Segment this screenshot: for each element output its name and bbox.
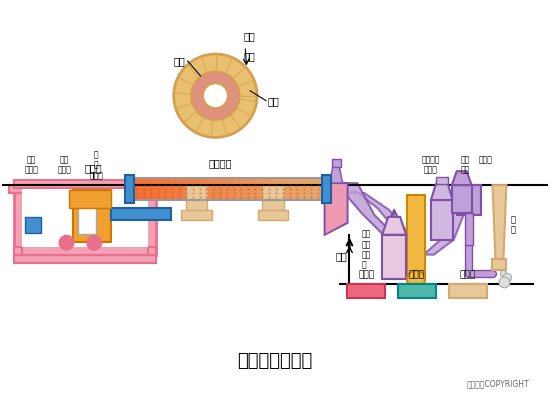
Bar — [73, 190, 111, 242]
Bar — [260, 178, 267, 200]
Polygon shape — [329, 167, 343, 183]
Bar — [279, 178, 287, 200]
Circle shape — [174, 54, 257, 138]
Bar — [163, 178, 170, 200]
Text: 灰渣
输送机: 灰渣 输送机 — [25, 155, 39, 175]
Text: 炉壳: 炉壳 — [243, 31, 255, 41]
Bar — [208, 178, 216, 200]
Circle shape — [499, 277, 510, 288]
Text: 二次旋流
分离机: 二次旋流 分离机 — [422, 155, 440, 175]
Bar — [215, 178, 222, 200]
Text: 炉膛: 炉膛 — [243, 51, 255, 61]
Bar — [125, 175, 134, 203]
Bar — [449, 284, 487, 298]
Bar — [267, 178, 274, 200]
Bar — [262, 185, 284, 213]
Bar — [14, 247, 22, 255]
Text: 二次
鼓风机: 二次 鼓风机 — [58, 155, 72, 175]
Bar — [348, 284, 385, 298]
Circle shape — [59, 236, 73, 250]
Text: 燃烧器: 燃烧器 — [85, 163, 102, 173]
Bar — [138, 178, 145, 200]
Circle shape — [503, 273, 512, 282]
Bar — [312, 178, 319, 200]
Bar — [69, 190, 111, 208]
Text: 一次
旋流
分离
机: 一次 旋流 分离 机 — [362, 230, 371, 270]
Bar — [79, 199, 96, 234]
Text: 浓缩池: 浓缩池 — [409, 270, 425, 279]
Text: 压缩机: 压缩机 — [358, 270, 375, 279]
Bar — [492, 258, 507, 270]
Bar — [180, 210, 212, 220]
Text: 二
次
鼓风机: 二 次 鼓风机 — [89, 150, 103, 180]
Circle shape — [407, 270, 425, 288]
Bar — [131, 178, 139, 200]
Bar — [286, 178, 293, 200]
Polygon shape — [431, 184, 453, 200]
Text: 焚烧
灰仓: 焚烧 灰仓 — [461, 155, 470, 175]
Bar — [221, 178, 229, 200]
Bar — [189, 178, 196, 200]
Bar — [157, 178, 164, 200]
Bar — [111, 208, 170, 220]
Bar — [452, 185, 471, 213]
Bar — [25, 217, 41, 233]
Bar — [382, 235, 406, 280]
Text: 炒板: 炒板 — [174, 56, 186, 66]
Polygon shape — [324, 183, 348, 235]
Bar — [14, 255, 156, 262]
Text: 传动装置: 传动装置 — [208, 158, 232, 168]
Text: 逆流回转焚烧炉: 逆流回转焚烧炉 — [238, 352, 312, 370]
Bar — [234, 178, 242, 200]
Bar — [305, 178, 313, 200]
Polygon shape — [344, 183, 424, 274]
Bar — [196, 178, 203, 200]
Circle shape — [203, 83, 228, 108]
Bar — [332, 159, 340, 167]
Bar — [144, 178, 151, 200]
Bar — [22, 180, 148, 247]
Bar — [228, 178, 235, 200]
Polygon shape — [492, 185, 507, 260]
Bar — [299, 178, 306, 200]
Text: 泥饼: 泥饼 — [336, 252, 348, 262]
Bar — [202, 178, 210, 200]
Bar — [456, 185, 481, 215]
Bar — [9, 185, 161, 193]
Bar — [150, 178, 158, 200]
Bar — [14, 180, 156, 188]
Bar — [183, 178, 190, 200]
Bar — [293, 178, 300, 200]
Bar — [436, 177, 448, 184]
Bar — [14, 180, 156, 255]
Bar — [254, 178, 261, 200]
Bar — [170, 178, 177, 200]
Bar — [258, 210, 288, 220]
Text: 沉淀池: 沉淀池 — [460, 270, 476, 279]
Circle shape — [500, 270, 507, 276]
Circle shape — [87, 236, 101, 250]
Text: 东方仿真COPYRIGHT: 东方仿真COPYRIGHT — [467, 379, 530, 388]
Text: 炒板: 炒板 — [267, 96, 279, 106]
Bar — [318, 178, 326, 200]
Polygon shape — [348, 185, 464, 255]
Bar — [398, 284, 436, 298]
Bar — [241, 178, 248, 200]
Bar — [322, 175, 331, 203]
Polygon shape — [382, 217, 406, 235]
Bar — [273, 178, 280, 200]
Bar — [407, 195, 425, 280]
Polygon shape — [452, 171, 471, 185]
Bar — [176, 178, 184, 200]
Bar — [247, 178, 255, 200]
Text: 烟
囱: 烟 囱 — [510, 215, 515, 234]
Bar — [465, 213, 472, 245]
Bar — [186, 185, 207, 213]
Text: 引风机: 引风机 — [478, 155, 492, 164]
Bar — [131, 178, 324, 200]
Polygon shape — [326, 184, 346, 234]
Circle shape — [191, 72, 240, 120]
Bar — [431, 200, 453, 240]
Bar — [148, 247, 156, 255]
